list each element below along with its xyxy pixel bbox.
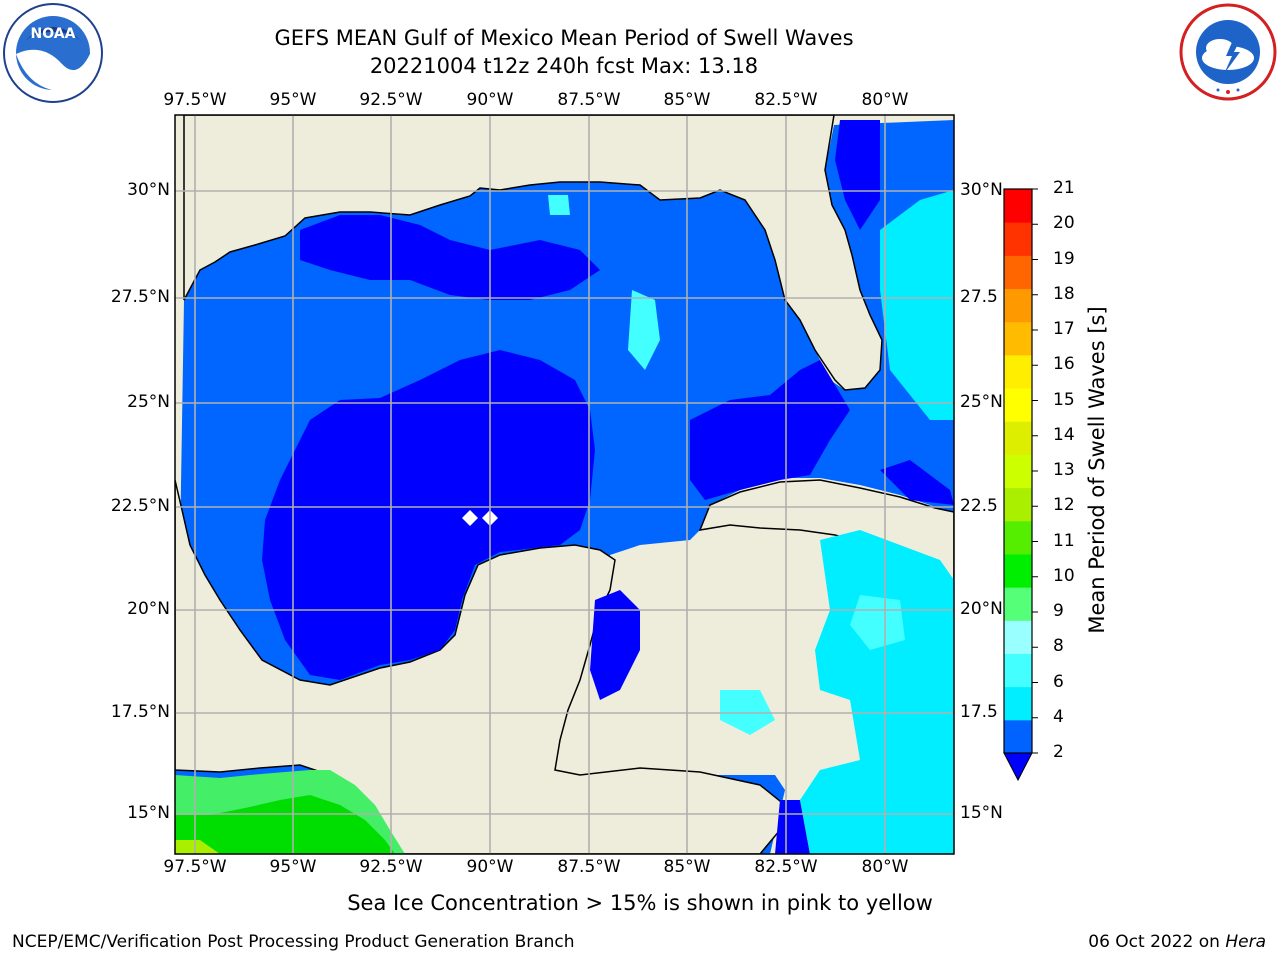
nws-logo-icon [1179,3,1277,101]
colorbar-segment [1004,222,1032,256]
cyan-dots-3 [850,595,905,650]
noaa-logo-icon: NOAA [3,3,103,103]
colorbar-tick-label: 8 [1053,636,1064,657]
map-frame [174,114,955,855]
colorbar-tick-label: 10 [1053,565,1075,586]
colorbar-tick-label: 19 [1053,248,1075,269]
colorbar-tick-label: 15 [1053,389,1075,410]
colorbar-segment [1004,189,1032,223]
cyan-atlantic [880,190,954,420]
lon-label: 97.5°W [163,90,227,110]
colorbar-tick-label: 13 [1053,460,1075,480]
colorbar-segment [1004,719,1032,754]
colorbar-tick-label: 21 [1053,178,1075,198]
lon-label: 87.5°W [557,857,621,877]
deep-blue-cuba-north [880,460,954,505]
colorbar-segment [1004,454,1032,489]
lat-label: 15°N [960,803,1003,823]
lon-label: 97.5°W [163,857,227,877]
bright-green-region [175,795,395,854]
map-gridlines [175,115,954,854]
footer-machine: Hera [1225,932,1266,952]
lat-label: 27.5 [960,287,998,307]
footer-date: 06 Oct 2022 on Hera [1088,932,1266,952]
colorbar-tick-label: 9 [1053,601,1064,621]
footer-credit: NCEP/EMC/Verification Post Processing Pr… [12,932,575,952]
colorbar [1004,188,1038,754]
colorbar-segment [1004,321,1032,356]
lon-label: 87.5°W [557,90,621,110]
lon-label: 85°W [663,90,711,110]
lat-label: 20°N [960,599,1003,619]
florida-land [183,115,883,391]
lon-label: 82.5°W [754,90,818,110]
colorbar-segment [1004,587,1032,621]
lat-label: 25°N [127,392,170,412]
cyan-caribbean [800,530,954,854]
cyan-central [628,290,660,370]
sea-ice-note: Sea Ice Concentration > 15% is shown in … [347,891,933,915]
deep-blue-east [835,120,880,230]
colorbar-tick-label: 20 [1053,213,1075,234]
lon-label: 90°W [466,857,514,877]
colorbar-segment [1004,520,1032,555]
colorbar-tick-label: 4 [1053,706,1064,727]
lat-label: 17.5 [960,702,998,722]
lat-label: 17.5°N [110,702,170,722]
lat-label: 30°N [127,180,170,200]
deep-blue-region [262,350,595,680]
lon-label: 90°W [466,90,514,110]
colorbar-segment [1004,653,1032,688]
map-title: GEFS MEAN Gulf of Mexico Mean Period of … [274,26,854,50]
colorbar-segment [1004,255,1032,290]
svg-text:NOAA: NOAA [31,26,76,42]
colorbar-tick-label: 6 [1053,671,1064,692]
lon-label: 80°W [861,857,909,877]
lat-label: 30°N [960,180,1003,200]
colorbar-label: Mean Period of Swell Waves [s] [1085,306,1109,634]
lon-label: 95°W [269,857,317,877]
colorbar-segment [1004,388,1032,422]
colorbar-segment [1004,620,1032,654]
colorbar-segment [1004,487,1032,522]
colorbar-segment [1004,421,1032,455]
colorbar-segment [1004,553,1032,588]
yellow-green-region [175,840,220,854]
colorbar-segment [1004,686,1032,721]
lon-label: 85°W [663,857,711,877]
footer-date-text: 06 Oct 2022 on [1088,932,1226,952]
lon-label: 80°W [861,90,909,110]
colorbar-extend-arrow [1003,752,1033,782]
colorbar-segment [1004,288,1032,323]
lon-label: 82.5°W [754,857,818,877]
lat-label: 27.5°N [110,287,170,307]
colorbar-tick-label: 18 [1053,283,1075,304]
colorbar-tick-label: 14 [1053,424,1075,445]
cyan-dots-1 [548,195,570,215]
colorbar-tick-label: 2 [1053,742,1064,762]
lat-label: 22.5 [960,496,998,516]
colorbar-frame [1003,188,1033,754]
deep-blue-florida [690,360,850,500]
deep-blue-yucatan [590,590,640,700]
lon-label: 92.5°W [359,90,423,110]
lat-label: 15°N [127,803,170,823]
lat-label: 25°N [960,392,1003,412]
colorbar-tick-label: 11 [1053,530,1075,551]
deep-blue-north [300,215,600,300]
map-subtitle: 20221004 t12z 240h fcst Max: 13.18 [369,54,759,78]
colorbar-segment [1004,354,1032,389]
colorbar-tick-label: 16 [1053,354,1075,375]
lat-label: 22.5°N [110,496,170,516]
lat-label: 20°N [127,599,170,619]
lon-label: 92.5°W [359,857,423,877]
missing-data-diamond [462,510,478,526]
colorbar-tick-label: 17 [1053,319,1075,339]
lon-label: 95°W [269,90,317,110]
colorbar-tick-label: 12 [1053,495,1075,516]
